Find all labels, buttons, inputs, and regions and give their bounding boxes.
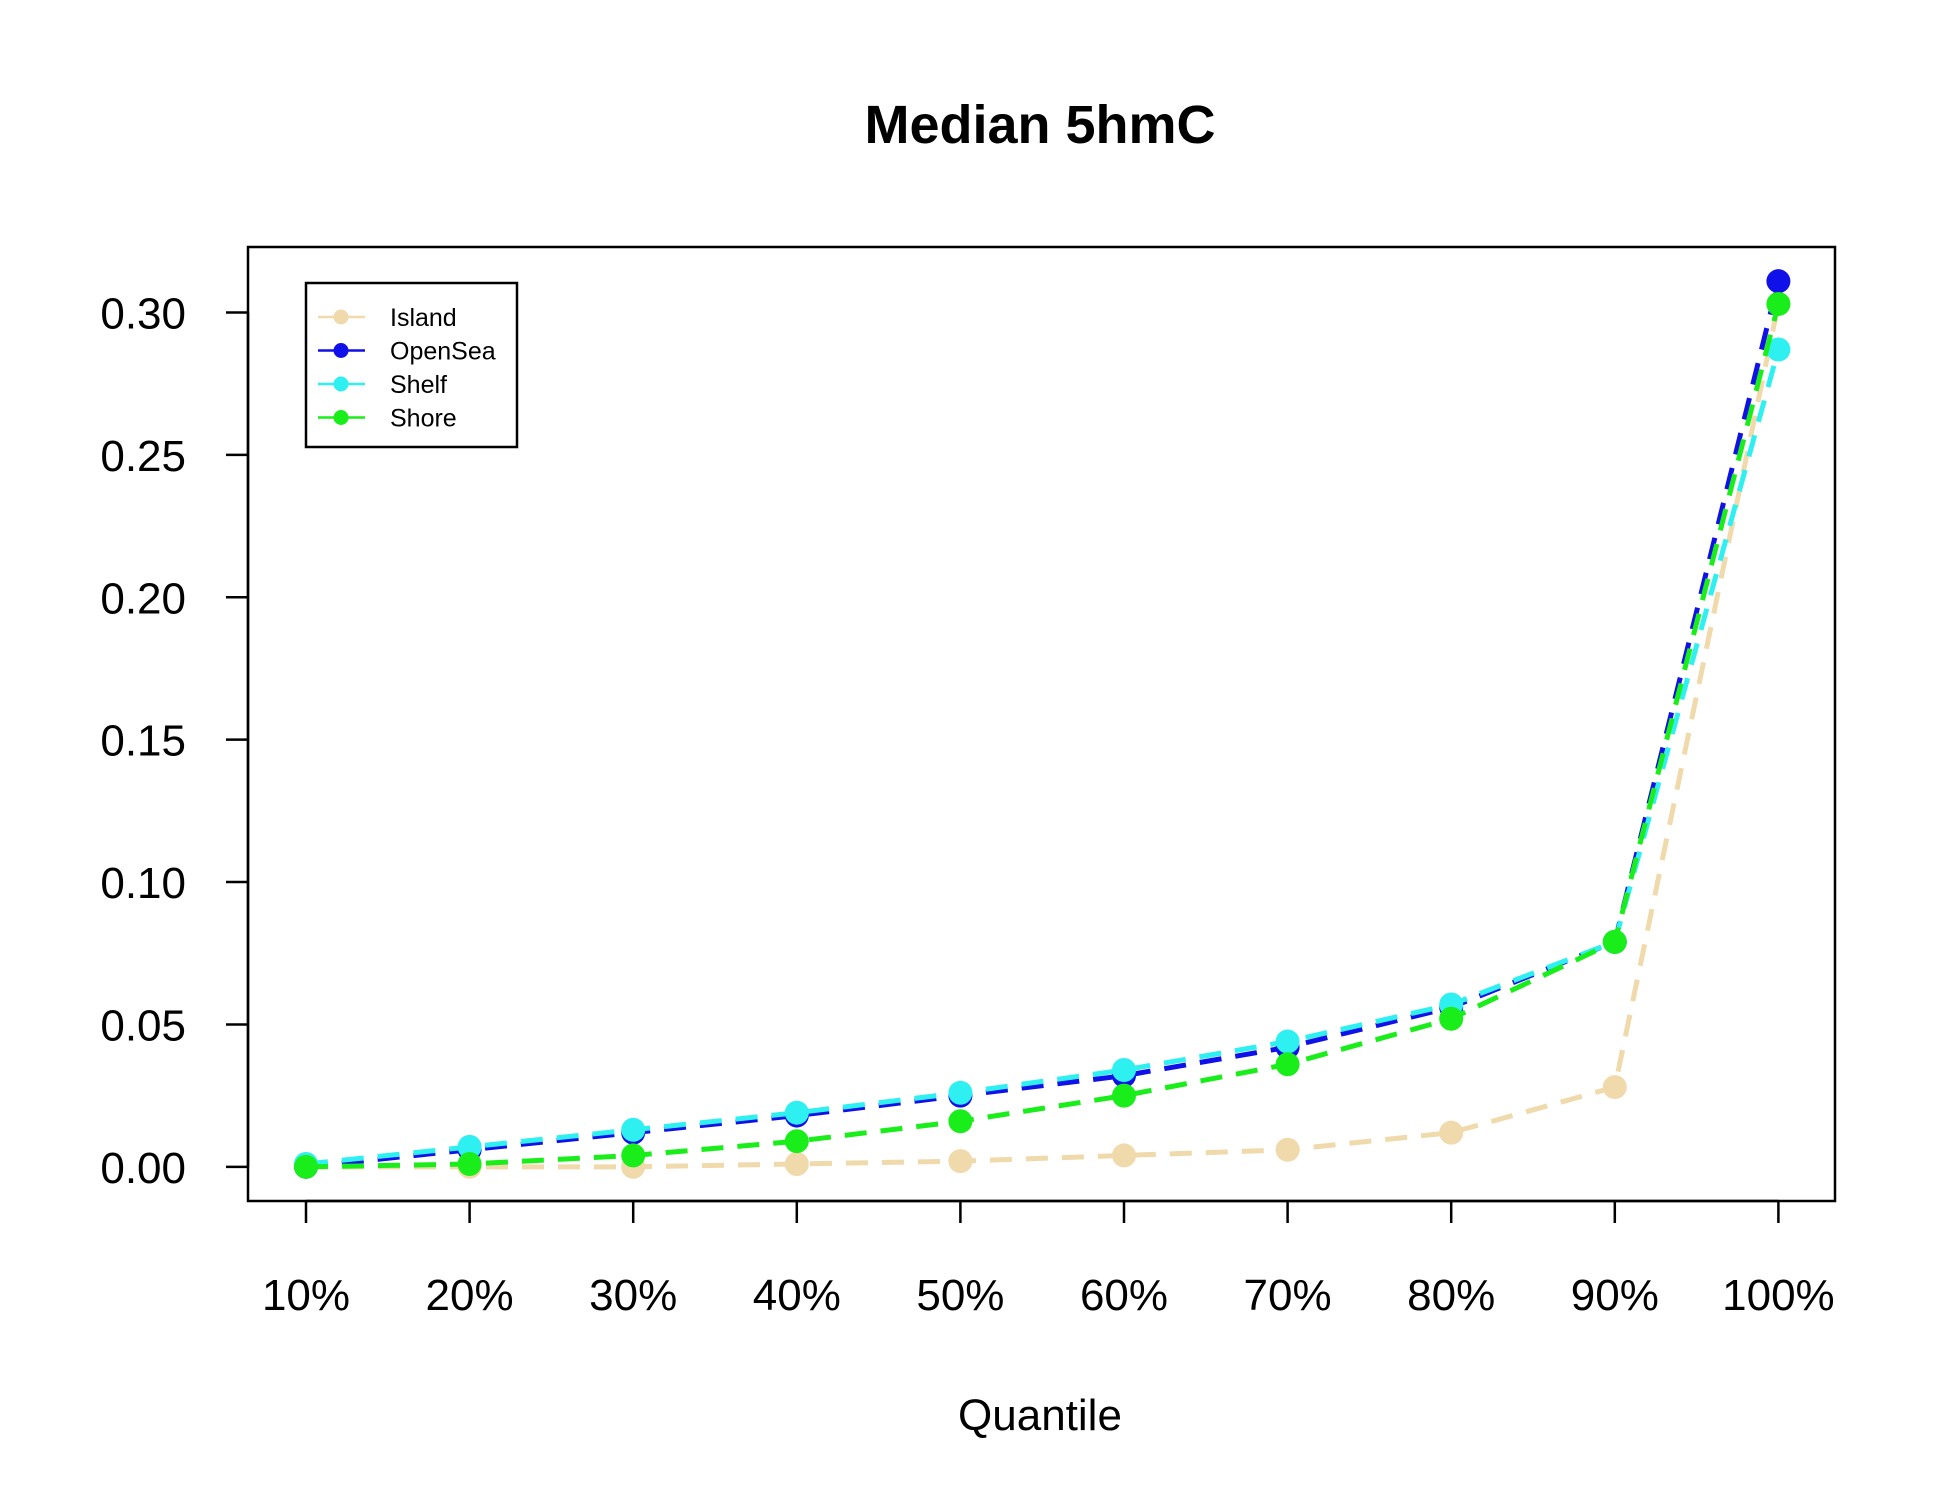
legend-label: Shelf [390,371,447,399]
data-point-island [1275,1137,1300,1162]
legend-item-shore: Shore [318,405,457,433]
data-point-shore [621,1143,646,1168]
data-point-island [1439,1120,1464,1145]
legend-label: Island [390,304,457,332]
data-point-shore [1602,929,1627,954]
legend-swatch-dot [333,343,349,358]
legend-swatch-dot [333,309,349,325]
x-tick-label: 80% [1407,1271,1495,1320]
data-point-island [948,1149,973,1174]
data-point-shore [948,1109,973,1134]
x-tick-label: 10% [262,1271,350,1320]
x-tick-label: 50% [916,1271,1004,1320]
y-tick-label: 0.20 [100,574,186,623]
x-tick-label: 30% [589,1271,677,1320]
y-tick-label: 0.25 [100,432,186,481]
data-point-island [1602,1075,1627,1100]
x-tick-label: 20% [426,1271,514,1320]
legend-label: Shore [390,405,457,433]
series-island [294,291,1791,1179]
data-point-shore [1766,291,1791,316]
data-point-opensea [1766,269,1791,294]
data-point-shore [1112,1083,1136,1108]
data-point-shore [457,1151,482,1176]
data-point-shore [784,1129,809,1154]
data-point-shore [1275,1052,1300,1077]
x-tick-label: 90% [1571,1271,1659,1320]
data-point-island [784,1151,809,1176]
data-point-shelf [1766,337,1791,362]
legend-item-shelf: Shelf [318,371,447,399]
y-tick-label: 0.05 [100,1001,186,1050]
legend-item-opensea: OpenSea [318,338,496,366]
x-tick-label: 40% [753,1271,841,1320]
y-tick-label: 0.30 [100,289,186,338]
x-axis-label: Quantile [958,1391,1122,1440]
data-point-shelf [1275,1029,1300,1054]
x-tick-label: 60% [1080,1271,1168,1320]
chart-title: Median 5hmC [864,95,1215,155]
data-point-shore [294,1154,318,1179]
data-point-shelf [1112,1058,1136,1083]
legend-item-island: Island [318,304,457,332]
series-layer [294,269,1791,1179]
data-point-shore [1439,1006,1464,1031]
series-shore [294,291,1791,1179]
data-point-island [1112,1143,1136,1168]
data-point-shelf [457,1134,482,1159]
y-axis: 0.00 0.05 0.10 0.15 0.20 0.25 0.30 [100,289,250,1193]
y-tick-label: 0.15 [100,717,186,766]
series-line-opensea [305,280,1781,1170]
legend: Island OpenSea Shelf Shore [304,281,519,449]
x-axis: 10% 20% 30% 40% 50% 60% 70% 80% 90% 100% [262,1199,1835,1320]
data-point-shelf [621,1117,646,1142]
series-line-shore [305,303,1781,1170]
y-tick-label: 0.00 [100,1144,186,1193]
series-opensea [294,269,1791,1179]
x-tick-label: 100% [1722,1271,1835,1320]
data-point-shelf [948,1080,973,1105]
series-line-shelf [305,348,1781,1167]
series-shelf [294,337,1791,1176]
legend-swatch-dot [333,376,349,392]
data-point-shelf [784,1100,809,1125]
x-tick-label: 70% [1244,1271,1332,1320]
legend-swatch-dot [333,410,349,425]
legend-label: OpenSea [390,338,496,366]
y-tick-label: 0.10 [100,859,186,908]
series-line-island [306,303,1781,1170]
